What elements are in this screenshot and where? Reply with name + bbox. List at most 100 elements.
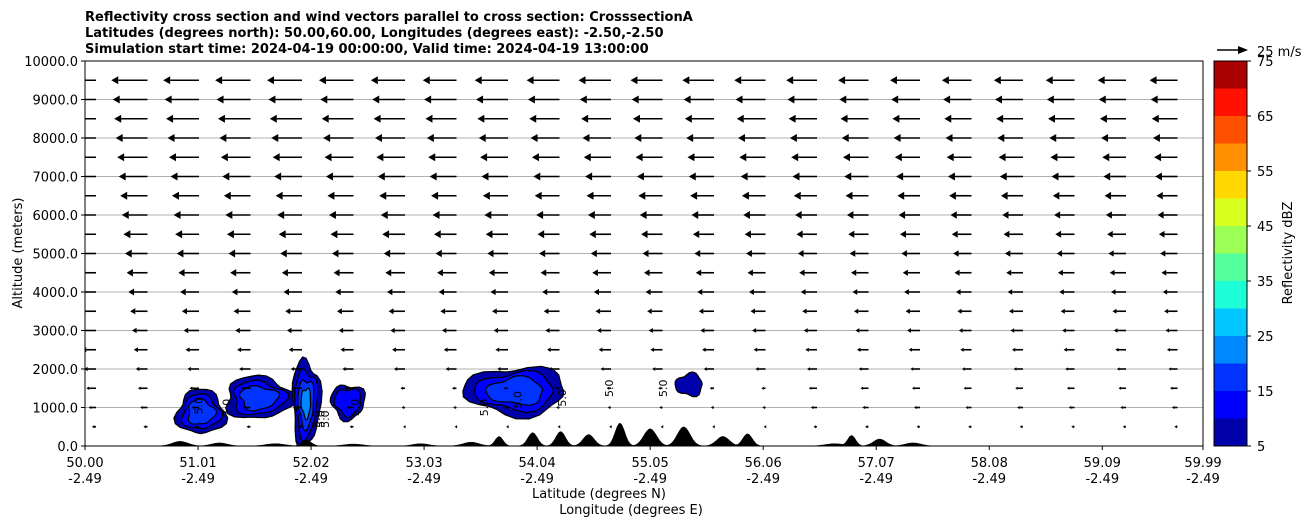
x-tick-lat-label-7: 57.07: [858, 456, 895, 471]
colorbar-swatch-6: [1214, 253, 1247, 281]
wind-vector-223: [226, 230, 251, 239]
wind-vector-278: [793, 191, 817, 200]
wind-vector-389: [839, 95, 869, 104]
wind-vector-318: [583, 153, 611, 162]
wind-vector-165: [645, 288, 663, 296]
wind-vector-1: [143, 425, 148, 429]
wind-vector-337: [426, 134, 457, 142]
wind-vector-53: [555, 386, 560, 390]
wind-vector-382: [476, 95, 508, 104]
wind-vector-290: [274, 172, 302, 181]
wind-vector-90: [185, 347, 199, 353]
wind-vector-60: [912, 386, 920, 390]
wind-vector-299: [740, 172, 766, 181]
wind-vector-364: [684, 114, 714, 123]
wind-vector-167: [748, 289, 766, 295]
colorbar-tick-label-2: 25: [1257, 330, 1274, 345]
wind-vector-213: [849, 250, 869, 257]
y-tick-label-6: 6000.0: [33, 209, 79, 224]
colorbar-tick-label-3: 35: [1257, 275, 1274, 290]
wind-vector-98: [598, 347, 611, 352]
wind-vector-95: [443, 347, 457, 353]
wind-vector-141: [543, 308, 560, 315]
wind-vector-128: [1010, 328, 1023, 333]
wind-vector-214: [901, 250, 920, 257]
wind-vector-86: [1116, 367, 1126, 371]
wind-vector-118: [493, 327, 508, 334]
wind-vector-415: [1045, 76, 1075, 85]
wind-vector-269: [327, 191, 354, 200]
wind-vector-304: [999, 172, 1023, 181]
wind-vector-250: [484, 211, 508, 219]
wind-vector-20: [1122, 425, 1126, 429]
wind-vector-129: [1062, 328, 1075, 333]
wind-vector-371: [1048, 114, 1075, 123]
wind-vector-259: [950, 211, 972, 219]
wind-vector-123: [752, 328, 766, 333]
wind-vector-164: [593, 288, 611, 296]
wind-vector-0: [91, 425, 96, 429]
wind-vector-226: [382, 230, 405, 239]
reflectivity-cell-2-level-3: [300, 387, 312, 421]
terrain: [85, 422, 1203, 446]
x-tick-lon-label-4: -2.49: [520, 472, 554, 487]
wind-vector-403: [422, 76, 457, 85]
contour-label-3: 5.0: [314, 410, 327, 428]
wind-vector-393: [1046, 95, 1075, 104]
y-tick-label-8: 8000.0: [33, 132, 79, 147]
wind-vector-302: [896, 172, 920, 181]
wind-vector-67: [135, 366, 148, 372]
wind-vector-188: [695, 269, 714, 277]
wind-vector-366: [788, 114, 817, 123]
title-line-3: Simulation start time: 2024-04-19 00:00:…: [85, 42, 649, 57]
wind-vector-216: [1004, 250, 1023, 257]
wind-vector-225: [330, 230, 354, 239]
colorbar: 5 15 25 35 45 55 65 75: [1213, 55, 1274, 455]
wind-vector-313: [324, 153, 354, 162]
wind-vector-322: [791, 153, 817, 162]
wind-vector-125: [855, 328, 869, 333]
wind-vector-254: [691, 211, 714, 219]
wind-vector-339: [530, 134, 560, 142]
wind-vector-230: [589, 230, 611, 239]
contour-label-4: 5.0: [319, 410, 332, 428]
wind-vector-287: [118, 172, 148, 181]
wind-vector-277: [741, 191, 766, 200]
wind-key-label: 25 m/s: [1257, 45, 1302, 60]
wind-vector-325: [946, 153, 972, 162]
wind-vector-202: [280, 249, 302, 258]
wind-vector-171: [955, 289, 972, 295]
wind-vector-258: [898, 211, 920, 219]
wind-vector-94: [392, 347, 405, 353]
colorbar-tick-label-1: 15: [1257, 385, 1274, 400]
wind-vector-240: [1107, 230, 1126, 238]
wind-vector-24: [191, 405, 199, 410]
wind-vector-293: [429, 172, 457, 181]
wind-vector-175: [1162, 289, 1178, 295]
reflectivity-cell-1-level-2: [238, 384, 281, 412]
x-tick-lon-label-1: -2.49: [181, 472, 215, 487]
wind-vector-107: [1063, 347, 1075, 352]
wind-vector-194: [1006, 269, 1023, 276]
title-line-2: Latitudes (degrees north): 50.00,60.00, …: [85, 26, 664, 41]
colorbar-swatch-11: [1214, 116, 1247, 144]
wind-vector-251: [536, 211, 560, 219]
wind-vector-238: [1003, 230, 1023, 238]
reflectivity-cell-2: [291, 356, 323, 446]
wind-vector-218: [1108, 250, 1126, 257]
wind-vector-63: [1066, 386, 1075, 390]
wind-vector-112: [183, 327, 199, 334]
wind-vector-264: [85, 194, 96, 197]
wind-vector-22: [88, 405, 96, 410]
wind-vector-102: [805, 347, 817, 352]
wind-vector-150: [1008, 308, 1023, 314]
wind-vector-215: [953, 250, 972, 257]
wind-vector-133: [130, 308, 148, 315]
wind-vector-402: [370, 76, 405, 85]
colorbar-swatch-12: [1214, 88, 1247, 116]
wind-vector-379: [320, 95, 354, 104]
wind-vector-35: [762, 405, 766, 410]
wind-vector-312: [272, 153, 302, 162]
wind-vector-184: [488, 269, 508, 277]
wind-vector-375: [112, 95, 148, 104]
